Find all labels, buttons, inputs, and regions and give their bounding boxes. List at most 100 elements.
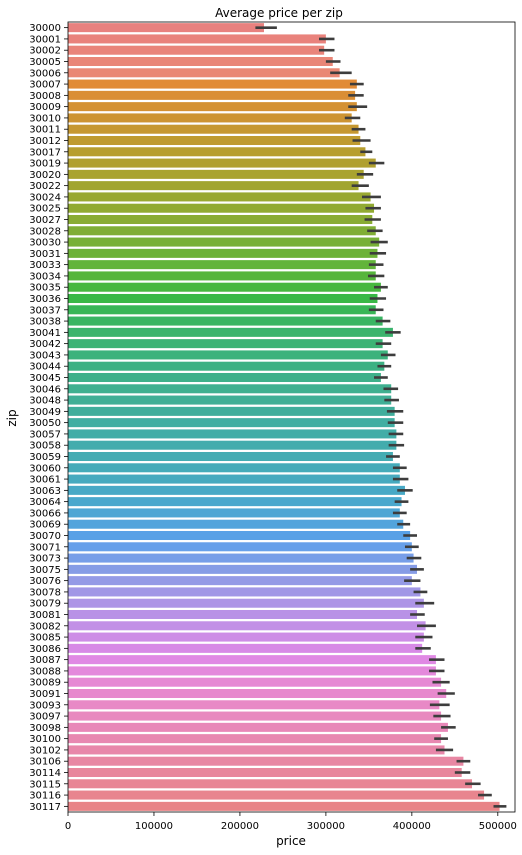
y-tick-label: 30000 — [29, 23, 61, 34]
y-tick-label: 30009 — [29, 102, 61, 113]
x-tick-label: 300000 — [307, 821, 345, 832]
y-tick-label: 30079 — [29, 599, 61, 610]
y-tick-label: 30060 — [29, 463, 61, 474]
y-tick-label: 30007 — [29, 80, 61, 91]
y-tick-label: 30037 — [29, 305, 61, 316]
y-tick-label: 30115 — [29, 779, 61, 790]
y-tick-label: 30078 — [29, 587, 61, 598]
bar-30042 — [68, 339, 383, 349]
y-tick-label: 30088 — [29, 666, 61, 677]
y-tick-label: 30030 — [29, 238, 61, 249]
y-tick-label: 30042 — [29, 339, 61, 350]
bar-30070 — [68, 530, 411, 541]
bar-30024 — [68, 192, 371, 202]
bar-30050 — [68, 418, 395, 428]
bar-30117 — [68, 801, 500, 811]
x-tick-label: 500000 — [479, 821, 517, 832]
y-tick-label: 30066 — [29, 508, 61, 519]
y-tick-label: 30043 — [29, 350, 61, 361]
y-tick-label: 30010 — [29, 113, 61, 124]
bar-30045 — [68, 372, 381, 383]
y-tick-label: 30044 — [29, 362, 61, 373]
y-tick-label: 30102 — [29, 745, 61, 756]
bar-30060 — [68, 463, 400, 473]
bar-30001 — [68, 34, 326, 44]
bar-30017 — [68, 147, 366, 157]
bar-30007 — [68, 79, 357, 89]
y-tick-label: 30031 — [29, 249, 61, 260]
y-tick-label: 30058 — [29, 441, 61, 452]
y-tick-label: 30005 — [29, 57, 61, 68]
y-tick-label: 30024 — [29, 192, 61, 203]
y-tick-label: 30073 — [29, 554, 61, 565]
y-tick-label: 30035 — [29, 283, 61, 294]
y-tick-label: 30097 — [29, 712, 61, 723]
y-tick-label: 30033 — [29, 260, 61, 271]
bar-30034 — [68, 271, 376, 281]
bar-30076 — [68, 576, 412, 586]
y-tick-label: 30059 — [29, 452, 61, 463]
bar-30116 — [68, 790, 485, 800]
y-tick-label: 30063 — [29, 486, 61, 497]
bar-30059 — [68, 451, 393, 462]
y-tick-label: 30070 — [29, 531, 61, 542]
y-tick-label: 30081 — [29, 610, 61, 621]
y-axis-label: zip — [5, 409, 19, 426]
x-axis-ticks: 0 100000 200000 300000 400000 500000 — [65, 812, 517, 832]
bar-30115 — [68, 779, 473, 789]
y-tick-label: 30046 — [29, 384, 61, 395]
bar-30048 — [68, 395, 392, 405]
bar-30061 — [68, 474, 400, 484]
bar-30078 — [68, 587, 421, 597]
y-tick-label: 30017 — [29, 147, 61, 158]
y-tick-label: 30093 — [29, 700, 61, 711]
y-tick-label: 30076 — [29, 576, 61, 587]
y-tick-label: 30100 — [29, 734, 61, 745]
y-tick-label: 30075 — [29, 565, 61, 576]
y-tick-label: 30034 — [29, 271, 61, 282]
bar-30036 — [68, 293, 378, 304]
y-tick-label: 30006 — [29, 68, 61, 79]
bar-30071 — [68, 542, 412, 552]
bar-30081 — [68, 609, 418, 620]
bar-30100 — [68, 734, 442, 744]
bar-30038 — [68, 316, 383, 326]
y-tick-label: 30069 — [29, 520, 61, 531]
y-tick-label: 30098 — [29, 723, 61, 734]
chart-title: Average price per zip — [215, 6, 343, 20]
bar-30057 — [68, 429, 397, 439]
bar-30102 — [68, 745, 445, 755]
y-tick-label: 30114 — [29, 768, 61, 779]
y-tick-label: 30064 — [29, 497, 61, 508]
y-tick-label: 30116 — [29, 791, 61, 802]
y-tick-label: 30008 — [29, 91, 61, 102]
error-bars-group — [255, 26, 507, 808]
bar-30044 — [68, 361, 385, 371]
y-tick-label: 30048 — [29, 396, 61, 407]
bar-30043 — [68, 350, 388, 360]
y-tick-label: 30025 — [29, 204, 61, 215]
y-tick-label: 30019 — [29, 159, 61, 170]
y-tick-label: 30087 — [29, 655, 61, 666]
bar-30046 — [68, 384, 392, 394]
bar-30079 — [68, 598, 424, 608]
bar-30012 — [68, 135, 361, 146]
bars-group — [68, 23, 500, 811]
bar-30010 — [68, 113, 352, 123]
y-tick-label: 30050 — [29, 418, 61, 429]
bar-30020 — [68, 169, 364, 179]
bar-30088 — [68, 666, 436, 676]
bar-30066 — [68, 508, 400, 518]
y-tick-label: 30020 — [29, 170, 61, 181]
bar-30086 — [68, 643, 423, 653]
bar-30006 — [68, 68, 340, 78]
y-tick-label: 30002 — [29, 46, 61, 57]
bar-30098 — [68, 722, 448, 732]
y-tick-label: 30027 — [29, 215, 61, 226]
bar-30085 — [68, 632, 424, 642]
y-tick-label: 30036 — [29, 294, 61, 305]
bar-30005 — [68, 56, 333, 67]
y-tick-label: 30061 — [29, 475, 61, 486]
x-tick-label: 0 — [65, 821, 71, 832]
